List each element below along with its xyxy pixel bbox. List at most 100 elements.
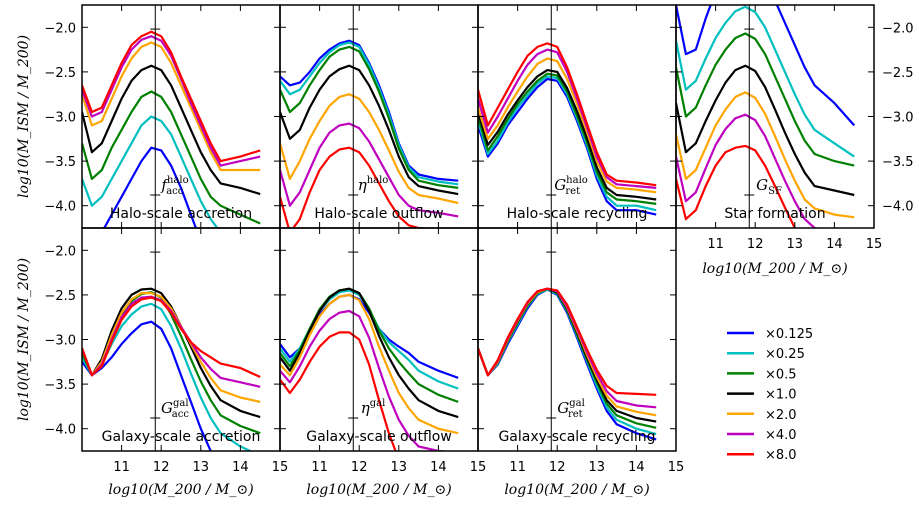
- series-line: [280, 39, 459, 182]
- legend-label: ×4.0: [765, 428, 797, 443]
- x-tick-label: 11: [113, 460, 130, 475]
- y-tick-label: −3.5: [882, 155, 914, 170]
- series-line: [82, 90, 261, 225]
- panel-title: Star formation: [724, 206, 825, 222]
- series-line: [82, 64, 261, 196]
- series-line: [676, 91, 855, 219]
- y-axis-label: log10(M_ISM / M_200): [16, 258, 32, 421]
- legend-label: ×2.0: [765, 408, 797, 423]
- series-line: [478, 57, 657, 194]
- series-line: [478, 72, 657, 205]
- series-line: [82, 296, 261, 379]
- legend-item: ×4.0: [727, 428, 797, 443]
- x-axis-label: log10(M_200 / M_⊙): [702, 261, 847, 277]
- series-line: [103, 146, 198, 228]
- panel-6: 11 12 13 14 15 Galaxy-scale outflow ηgal log10(…: [279, 227, 487, 498]
- x-tick-label: 13: [391, 460, 408, 475]
- panel-symbol: Ghalo ret: [554, 175, 588, 197]
- y-tick-label: −2.0: [44, 244, 76, 259]
- series-line: [82, 30, 261, 163]
- panel-5: −2.0 −2.5 −3.0 −3.5 −4.0 11 12 13 14 15 Galaxy-sca…: [44, 227, 289, 498]
- series-line: [82, 287, 261, 419]
- legend-item: ×0.125: [727, 327, 813, 342]
- panel-title: Galaxy-scale accretion: [102, 429, 261, 445]
- panel-7: 11 12 13 14 15 Galaxy-scale recycling Ggal ret l…: [477, 227, 685, 498]
- y-tick-label: −4.0: [882, 200, 914, 215]
- panel-symbol: Ggal acc: [161, 398, 189, 420]
- panel-symbol: fhalo acc: [160, 175, 188, 197]
- panel-title: Halo-scale recycling: [507, 206, 648, 222]
- legend-item: ×1.0: [727, 388, 797, 403]
- panel-title: Galaxy-scale outflow: [306, 429, 452, 445]
- series-line: [280, 93, 459, 205]
- series-line: [82, 115, 219, 228]
- series-line: [478, 42, 657, 187]
- series-line: [280, 64, 459, 196]
- series-line: [676, 113, 820, 228]
- x-tick-label: 11: [509, 460, 526, 475]
- panel-title: Halo-scale accretion: [110, 206, 252, 222]
- legend-label: ×0.25: [765, 347, 805, 362]
- y-axis-label: log10(M_ISM / M_200): [16, 35, 32, 198]
- y-tick-label: −3.5: [44, 378, 76, 393]
- series-line: [478, 48, 657, 189]
- x-axis-label: log10(M_200 / M_⊙): [504, 482, 649, 498]
- series-line: [82, 320, 212, 451]
- legend-label: ×0.125: [765, 327, 813, 342]
- x-tick-label: 11: [311, 460, 328, 475]
- series-line: [280, 287, 459, 403]
- x-tick-label: 13: [589, 460, 606, 475]
- series-line: [280, 293, 459, 435]
- legend-item: ×2.0: [727, 408, 797, 423]
- x-tick-label: 14: [430, 460, 447, 475]
- legend-label: ×0.5: [765, 367, 797, 382]
- series-line: [676, 64, 855, 197]
- legend-label: ×1.0: [765, 388, 797, 403]
- series-line: [676, 32, 855, 167]
- x-tick-label: 15: [668, 460, 685, 475]
- series-line: [478, 75, 657, 212]
- series-line: [82, 35, 261, 167]
- series-line: [280, 45, 459, 189]
- series-line: [280, 146, 431, 228]
- y-tick-label: −3.0: [882, 111, 914, 126]
- panel-symbol: Ggal ret: [557, 398, 585, 420]
- series-line: [82, 292, 261, 403]
- series-line: [280, 287, 459, 419]
- y-tick-label: −2.5: [882, 66, 914, 81]
- x-tick-label: 15: [272, 460, 289, 475]
- series-line: [280, 309, 451, 451]
- panel-frame: [279, 227, 479, 452]
- legend: ×0.125 ×0.25 ×0.5 ×1.0 ×2.0 ×4.0 ×8.0: [727, 327, 813, 463]
- panel-2: Halo-scale outflow ηhalo: [279, 4, 479, 229]
- x-tick-label: 14: [628, 460, 645, 475]
- legend-item: ×8.0: [727, 448, 797, 463]
- series-line: [478, 77, 657, 216]
- panel-3: Halo-scale recycling Ghalo ret: [477, 4, 677, 229]
- y-tick-label: −2.5: [44, 66, 76, 81]
- panel-symbol: GSF: [756, 176, 782, 197]
- series-line: [82, 41, 261, 172]
- y-tick-label: −2.0: [882, 21, 914, 36]
- series-line: [676, 5, 855, 158]
- x-tick-label: 14: [826, 237, 843, 252]
- panel-title: Galaxy-scale recycling: [498, 429, 655, 445]
- x-tick-label: 12: [747, 237, 764, 252]
- x-tick-label: 13: [193, 460, 210, 475]
- x-tick-label: 12: [549, 460, 566, 475]
- legend-item: ×0.25: [727, 347, 805, 362]
- x-tick-label: 11: [707, 237, 724, 252]
- y-tick-label: −4.0: [44, 200, 76, 215]
- x-tick-label: 12: [351, 460, 368, 475]
- y-tick-label: −3.0: [44, 334, 76, 349]
- panel-symbol: ηgal: [361, 398, 386, 417]
- x-tick-label: 15: [470, 460, 487, 475]
- x-tick-label: 15: [866, 237, 883, 252]
- y-tick-label: −2.5: [44, 289, 76, 304]
- y-tick-label: −3.5: [44, 155, 76, 170]
- x-axis-label: log10(M_200 / M_⊙): [306, 482, 451, 498]
- series-line: [478, 68, 657, 201]
- y-tick-label: −3.0: [44, 111, 76, 126]
- series-line: [478, 287, 657, 396]
